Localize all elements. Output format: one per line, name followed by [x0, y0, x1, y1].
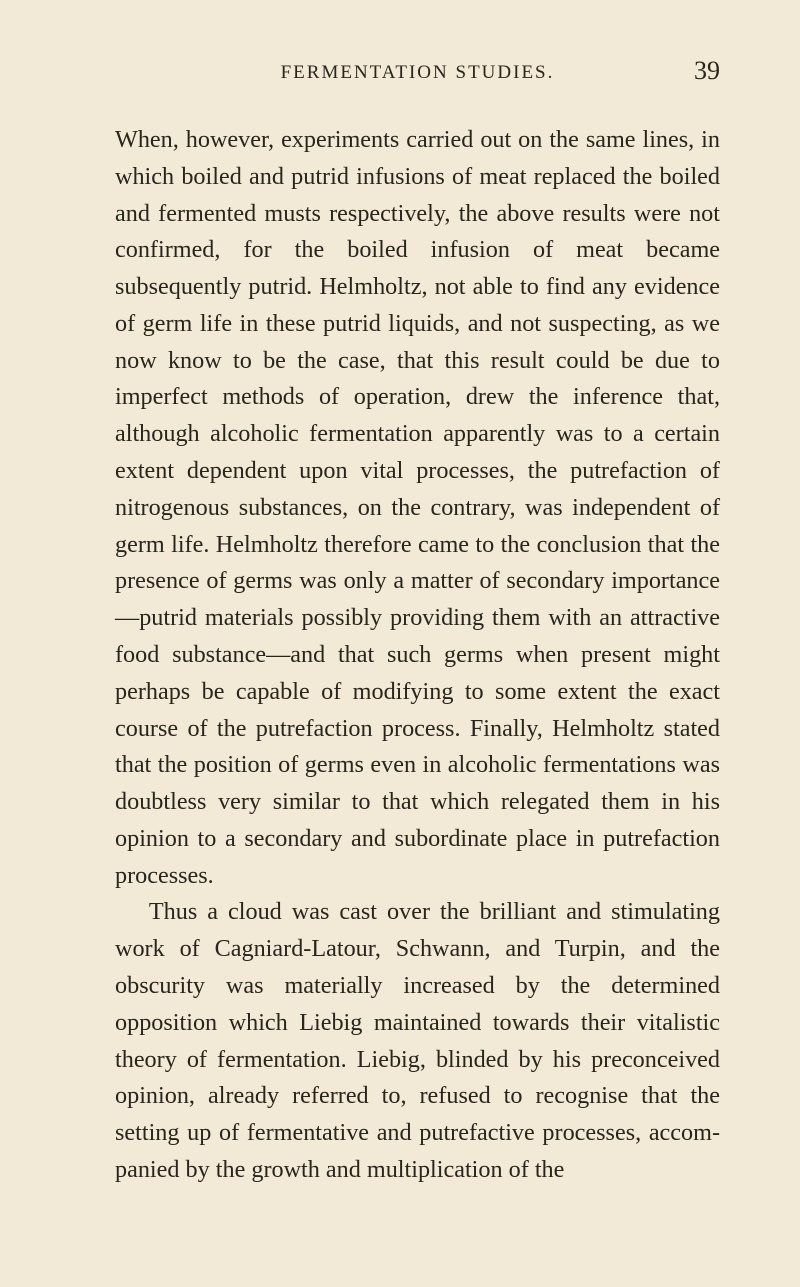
paragraph: Thus a cloud was cast over the brilliant…	[115, 894, 720, 1188]
paragraph: When, however, experiments carried out o…	[115, 122, 720, 894]
page: FERMENTATION STUDIES. 39 When, however, …	[0, 0, 800, 1287]
body-text: When, however, experiments carried out o…	[115, 122, 720, 1189]
page-header: FERMENTATION STUDIES. 39	[115, 62, 720, 84]
running-head: FERMENTATION STUDIES.	[281, 62, 555, 84]
page-number: 39	[694, 56, 720, 86]
